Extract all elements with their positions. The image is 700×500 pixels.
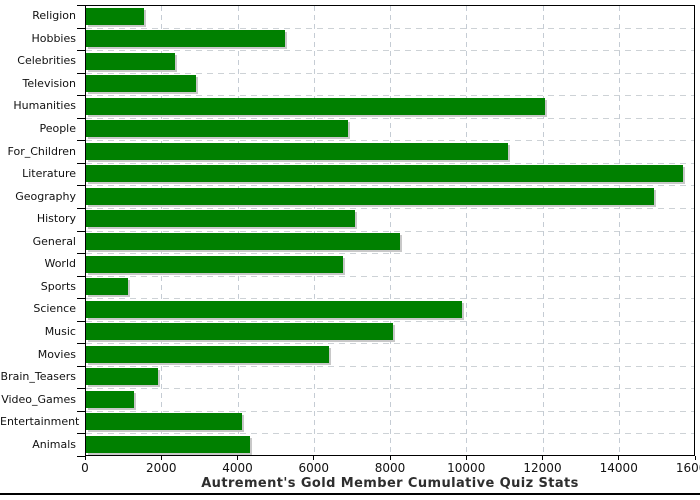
x-axis-tick <box>389 456 391 460</box>
bar <box>86 30 286 48</box>
y-axis-category-label: For_Children <box>7 144 76 158</box>
x-axis-tick-label: 0 <box>81 461 89 475</box>
x-axis-tick-label: 6000 <box>298 461 330 475</box>
x-axis-tick-label: 2000 <box>145 461 177 475</box>
x-axis-tick-label: 10000 <box>447 461 486 475</box>
y-axis-tick <box>77 140 85 142</box>
x-axis-tick-label: 16000 <box>675 461 700 475</box>
bar <box>86 165 684 183</box>
y-axis-tick <box>77 185 85 187</box>
y-axis-tick <box>77 275 85 277</box>
bar <box>86 413 242 431</box>
y-axis-tick <box>77 50 85 52</box>
y-axis-category-label: Movies <box>37 347 76 361</box>
y-axis-category-label: General <box>32 234 76 248</box>
bar <box>86 7 145 25</box>
x-axis-tick <box>465 456 467 460</box>
y-axis-category-label: Video_Games <box>1 392 76 406</box>
y-axis-category-label: Literature <box>22 167 76 181</box>
y-axis-category-label: Sports <box>40 279 76 293</box>
bar <box>86 390 135 408</box>
y-axis-tick <box>77 410 85 412</box>
bar <box>86 120 348 138</box>
y-axis-category-label: Animals <box>32 437 76 451</box>
y-axis-tick <box>77 162 85 164</box>
x-axis-tick-label: 12000 <box>523 461 562 475</box>
vertical-gridline <box>466 6 468 455</box>
x-axis-tick <box>694 456 696 460</box>
bar <box>86 142 509 160</box>
y-axis-tick <box>77 230 85 232</box>
vertical-gridline <box>237 6 239 455</box>
y-axis-category-label: Religion <box>32 9 76 23</box>
y-axis-tick <box>77 433 85 435</box>
bar <box>86 233 401 250</box>
x-axis-tick-label: 8000 <box>374 461 406 475</box>
bar <box>86 210 356 228</box>
y-axis-tick <box>77 27 85 29</box>
y-axis-tick <box>77 72 85 74</box>
y-axis-tick <box>77 253 85 255</box>
x-axis-tick <box>542 456 543 460</box>
y-axis-category-label: Television <box>22 76 77 90</box>
bar <box>86 187 655 205</box>
y-axis-category-label: Humanities <box>13 99 76 113</box>
y-axis-category-label: Celebrities <box>17 54 76 68</box>
y-axis-tick <box>77 117 85 119</box>
y-axis-category-label: Music <box>44 324 76 338</box>
bar <box>86 300 462 318</box>
x-axis-tick <box>313 456 315 460</box>
y-axis-tick <box>77 365 85 367</box>
y-axis-tick <box>77 298 85 300</box>
y-axis-tick <box>77 95 85 97</box>
y-axis-category-label: Science <box>33 302 76 316</box>
vertical-gridline <box>618 6 620 455</box>
x-axis-tick <box>84 456 86 460</box>
y-axis-tick <box>77 456 85 457</box>
chart-title: Autrement's Gold Member Cumulative Quiz … <box>201 476 579 491</box>
x-axis-tick-label: 14000 <box>599 461 638 475</box>
bar <box>86 97 546 115</box>
bar <box>86 368 158 386</box>
vertical-gridline <box>161 6 163 455</box>
y-axis-tick <box>77 207 85 209</box>
bar <box>86 345 329 363</box>
bar <box>86 435 251 453</box>
x-axis-tick <box>618 456 620 460</box>
bar <box>86 323 394 341</box>
vertical-gridline <box>390 6 391 455</box>
x-axis-tick <box>237 456 238 460</box>
bar <box>86 52 176 70</box>
x-axis-tick <box>160 456 162 460</box>
bar <box>86 278 128 296</box>
y-axis-tick <box>77 343 85 345</box>
bar <box>86 75 197 93</box>
y-axis-category-label: People <box>39 122 76 136</box>
y-axis-tick <box>77 320 85 322</box>
vertical-gridline <box>313 6 315 455</box>
y-axis-category-label: Geography <box>15 189 76 203</box>
y-axis-category-label: World <box>44 257 76 271</box>
vertical-gridline <box>542 6 544 455</box>
y-axis-tick <box>77 388 85 390</box>
bottom-divider <box>0 493 700 495</box>
y-axis-tick <box>77 5 85 6</box>
y-axis-category-label: Brain_Teasers <box>0 370 76 384</box>
bar <box>86 255 343 273</box>
y-axis-category-label: Entertainment <box>0 415 80 429</box>
y-axis-category-label: Hobbies <box>31 31 76 45</box>
y-axis-category-label: History <box>36 212 76 226</box>
x-axis-tick-label: 4000 <box>222 461 253 475</box>
